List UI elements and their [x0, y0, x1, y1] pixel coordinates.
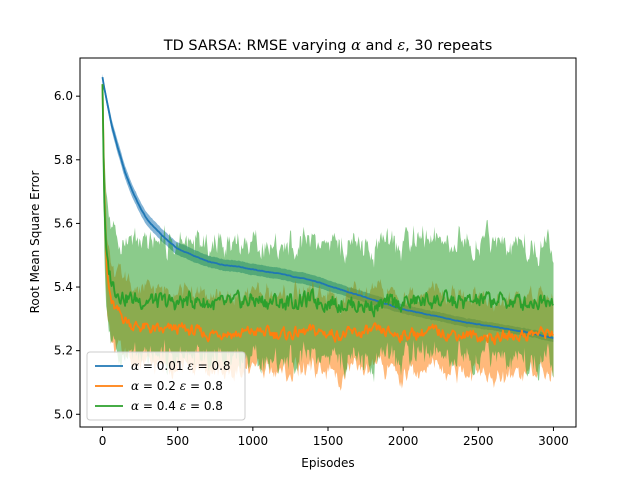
legend-box: [86, 351, 246, 421]
title-part-1: TD SARSA: RMSE varying: [163, 38, 351, 54]
y-tick-label-5.0: 5.0: [54, 407, 73, 421]
title-part-3: , 30 repeats: [405, 38, 492, 54]
series-line-1: [101, 76, 554, 339]
chart-title: TD SARSA: RMSE varying α and ε, 30 repea…: [163, 38, 493, 54]
y-tick-label-6.0: 6.0: [54, 89, 73, 103]
legend-label-1: α = 0.01 ε = 0.8: [131, 359, 231, 373]
x-tick-label-500: 500: [166, 434, 189, 448]
y-tick-label-5.4: 5.4: [54, 280, 73, 294]
y-tick-label-5.2: 5.2: [54, 344, 73, 358]
x-tick-label-2500: 2500: [463, 434, 494, 448]
legend-label-2-part-2: = 0.2: [139, 379, 180, 393]
x-tick-label-2000: 2000: [388, 434, 419, 448]
x-tick-label-3000: 3000: [538, 434, 569, 448]
legend-label-2: α = 0.2 ε = 0.8: [131, 379, 223, 393]
plot-area: [101, 74, 554, 391]
legend: α = 0.01 ε = 0.8α = 0.2 ε = 0.8α = 0.4 ε…: [86, 351, 246, 421]
series-band-3: [102, 79, 554, 383]
x-tick-label-0: 0: [99, 434, 107, 448]
x-tick-label-1500: 1500: [313, 434, 344, 448]
x-axis-label: Episodes: [301, 456, 354, 470]
legend-label-2-part-3: ε: [180, 379, 186, 393]
title-part-2: and: [361, 38, 398, 54]
title-epsilon-symbol: ε: [397, 38, 405, 54]
y-axis-label: Root Mean Square Error: [28, 171, 42, 314]
title-alpha-symbol: α: [351, 38, 361, 54]
legend-label-3-part-2: = 0.4: [139, 399, 180, 413]
legend-label-1-part-4: = 0.8: [194, 359, 231, 373]
legend-label-1-part-1: α: [131, 359, 139, 373]
series-line-2: [101, 84, 554, 346]
legend-label-2-part-4: = 0.8: [186, 379, 223, 393]
legend-label-3-part-4: = 0.8: [186, 399, 223, 413]
y-tick-label-5.6: 5.6: [54, 216, 73, 230]
x-tick-label-1000: 1000: [238, 434, 269, 448]
y-tick-label-5.8: 5.8: [54, 153, 73, 167]
legend-label-3-part-1: α: [131, 399, 139, 413]
legend-label-2-part-1: α: [131, 379, 139, 393]
series-line-3: [101, 84, 554, 318]
legend-label-3-part-3: ε: [180, 399, 186, 413]
legend-label-1-part-3: ε: [187, 359, 193, 373]
legend-label-3: α = 0.4 ε = 0.8: [131, 399, 223, 413]
legend-label-1-part-2: = 0.01: [139, 359, 187, 373]
axes: 0 500 1000 1500 2000 2500 3000 5.0 5.2 5.4 5.6 5.8 6…: [54, 57, 577, 448]
